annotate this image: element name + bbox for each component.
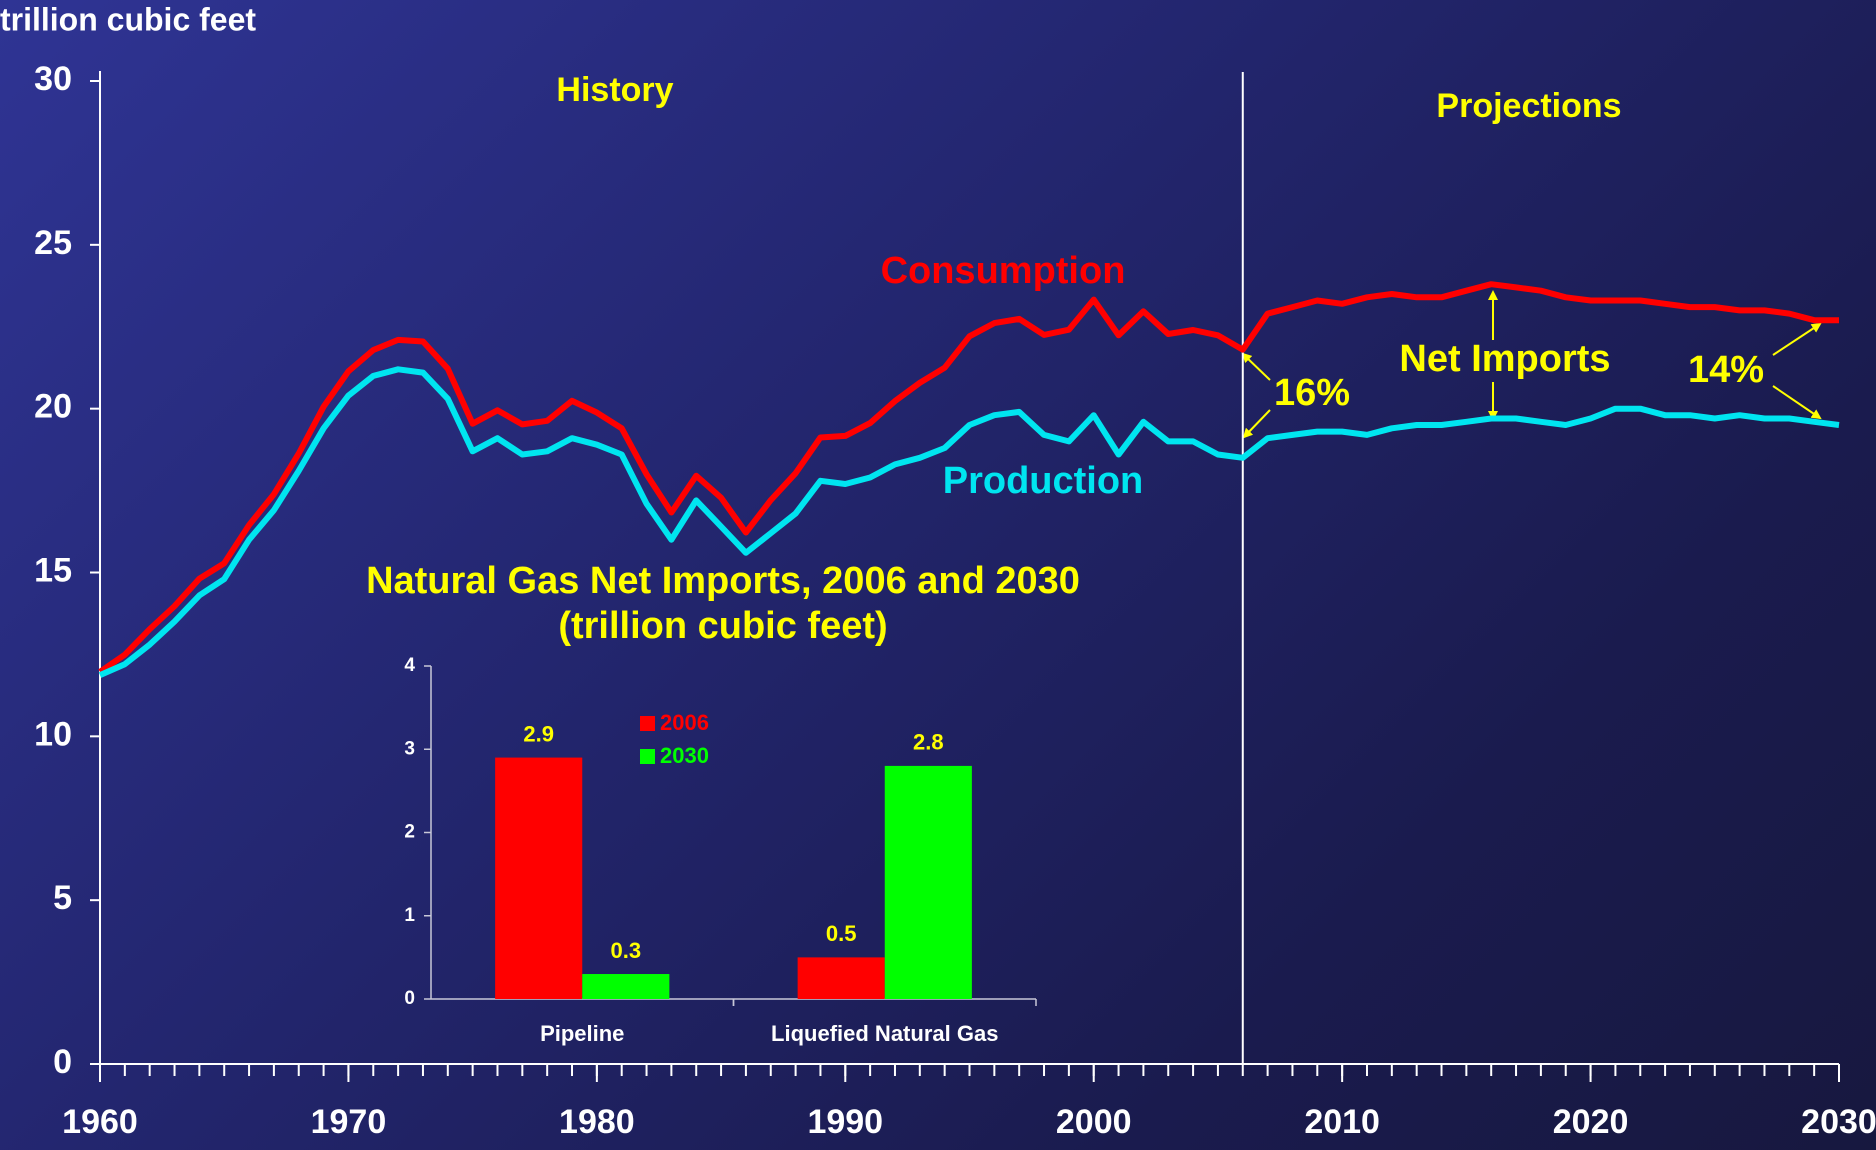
x-tick-label: 2020: [1553, 1103, 1629, 1141]
x-tick-label: 1980: [559, 1103, 635, 1141]
y-tick-label: 25: [34, 224, 72, 262]
legend-label: 2030: [660, 743, 709, 768]
y-tick-label: 15: [34, 551, 72, 589]
bar: [495, 757, 583, 999]
annotation: Net Imports: [1399, 338, 1610, 380]
value-label: 0.5: [826, 921, 857, 946]
y-tick-label: 5: [53, 879, 72, 917]
x-tick-label: 2000: [1056, 1103, 1132, 1141]
value-label: 2.8: [913, 730, 944, 755]
legend-swatch: [640, 749, 655, 764]
y-tick-label: 1: [404, 905, 415, 926]
y-tick-label: 10: [34, 715, 72, 753]
x-tick-label: 1960: [62, 1103, 138, 1141]
bar: [582, 974, 670, 999]
x-tick-label: Pipeline: [540, 1021, 624, 1046]
annotation: 14%: [1688, 349, 1764, 391]
legend-label: 2006: [660, 710, 709, 735]
value-label: 2.9: [523, 721, 554, 746]
value-label: 0.3: [611, 938, 642, 963]
annotation: 16%: [1274, 372, 1350, 414]
y-tick-label: 4: [404, 655, 415, 676]
arrow: [1241, 352, 1271, 381]
inset-subtitle: (trillion cubic feet): [558, 605, 887, 647]
arrows: [1241, 290, 1822, 439]
x-tick-label: 1970: [311, 1103, 387, 1141]
series-label: Consumption: [881, 250, 1126, 292]
y-axis-label: trillion cubic feet: [0, 1, 256, 37]
y-tick-label: 30: [34, 60, 72, 98]
x-tick-label: 1990: [807, 1103, 883, 1141]
annotation: Projections: [1436, 87, 1621, 125]
x-tick-label: Liquefied Natural Gas: [771, 1021, 998, 1046]
y-tick-label: 0: [53, 1043, 72, 1081]
y-tick-label: 20: [34, 388, 72, 426]
arrow: [1772, 385, 1822, 420]
annotation: History: [556, 71, 673, 109]
bar: [797, 957, 885, 999]
bar: [884, 765, 972, 999]
y-tick-label: 3: [404, 738, 415, 759]
series-line: [98, 366, 1840, 678]
arrow: [1772, 322, 1822, 356]
x-tick-label: 2030: [1801, 1103, 1876, 1141]
series-line: [98, 281, 1839, 675]
arrow: [1242, 409, 1271, 439]
inset-title: Natural Gas Net Imports, 2006 and 2030: [366, 560, 1080, 602]
series-label: Production: [943, 460, 1144, 502]
y-tick-label: 2: [404, 822, 415, 843]
x-tick-label: 2010: [1304, 1103, 1380, 1141]
legend-swatch: [640, 716, 655, 731]
y-tick-label: 0: [404, 988, 415, 1009]
